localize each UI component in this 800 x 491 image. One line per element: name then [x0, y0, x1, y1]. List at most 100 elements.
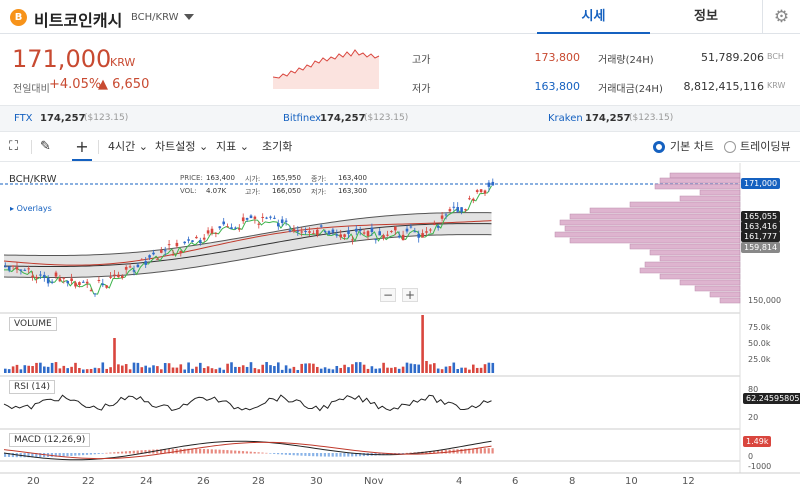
basic-chart-radio[interactable]	[653, 141, 665, 153]
volume-bar	[113, 338, 116, 373]
zoom-out-button[interactable]: −	[380, 288, 396, 302]
macd-histogram-bar	[39, 453, 42, 458]
volume-bar	[386, 367, 389, 373]
volume-bar	[187, 362, 190, 373]
macd-histogram-bar	[187, 448, 190, 454]
macd-histogram-bar	[245, 451, 248, 454]
macd-histogram-bar	[288, 453, 291, 456]
volume-bar	[4, 368, 7, 373]
candle-body	[179, 250, 183, 254]
macd-histogram-bar	[249, 451, 252, 454]
x-axis-label: Nov	[364, 476, 384, 487]
crosshair-icon[interactable]: +	[72, 132, 92, 161]
volume-bar	[296, 369, 300, 373]
tradingview-radio[interactable]	[724, 141, 736, 153]
tab-quote[interactable]: 시세	[537, 0, 650, 34]
macd-histogram-bar	[273, 453, 276, 454]
chart-settings-dropdown[interactable]: 차트설정 ⌄	[155, 140, 209, 153]
chart-canvas[interactable]	[0, 163, 800, 491]
price-chart[interactable]: BCH/KRW ▸ Overlays PRICE: 163,400 시가: 16…	[0, 163, 800, 491]
macd-histogram-bar	[292, 453, 295, 456]
macd-histogram-bar	[66, 453, 69, 457]
candle-body	[39, 274, 42, 276]
zoom-in-button[interactable]: +	[402, 288, 418, 302]
volume-bar	[433, 363, 436, 373]
volume-profile-bar	[709, 291, 741, 298]
candle-body	[214, 232, 218, 234]
candle-body	[405, 228, 409, 232]
macd-histogram-bar	[167, 449, 170, 454]
volume-bar	[43, 366, 46, 373]
volume-bar	[230, 362, 233, 373]
coin-pair[interactable]: BCH/KRW	[131, 12, 179, 23]
basic-chart-label[interactable]: 기본 차트	[670, 140, 714, 153]
rsi-line	[3, 394, 492, 412]
candle-body	[456, 207, 459, 212]
candle-body	[241, 217, 245, 222]
ohlc-vol: 4.07K	[206, 187, 227, 195]
ohlc-open-label: 시가:	[245, 175, 261, 183]
macd-histogram-bar	[491, 448, 494, 454]
candle-body	[113, 274, 116, 276]
candle-body	[152, 252, 155, 255]
macd-histogram-bar	[191, 448, 194, 454]
gear-icon[interactable]: ⚙	[762, 0, 800, 34]
fullscreen-icon[interactable]: ⛶	[9, 139, 19, 154]
candle-body	[335, 234, 339, 236]
change-label: 전일대비	[13, 84, 50, 95]
macd-histogram-bar	[319, 453, 323, 457]
candle-body	[312, 233, 315, 235]
indicators-dropdown[interactable]: 지표 ⌄	[216, 140, 249, 153]
macd-histogram-bar	[472, 448, 475, 454]
exchange-usd: ($123.15)	[629, 113, 674, 123]
volume-bar	[487, 362, 491, 373]
macd-histogram-bar	[343, 453, 346, 457]
reset-button[interactable]: 초기화	[262, 140, 293, 153]
volume-bar	[277, 362, 280, 373]
ohlc-close: 163,400	[338, 174, 367, 182]
volume-bar	[218, 367, 222, 373]
exchange-price: 174,257	[320, 113, 366, 124]
volume-bar	[109, 367, 112, 373]
coin-name[interactable]: 비트코인캐시	[34, 11, 123, 30]
low-label: 저가	[412, 84, 431, 95]
high-label: 고가	[412, 55, 431, 66]
macd-histogram-bar	[156, 449, 159, 454]
overlays-toggle[interactable]: ▸ Overlays	[10, 204, 52, 213]
volume-bar	[464, 367, 467, 373]
candle-body	[140, 259, 144, 261]
macd-histogram-bar	[280, 453, 284, 455]
macd-histogram-bar	[82, 453, 85, 456]
macd-histogram-bar	[230, 450, 233, 454]
x-axis-label: 24	[140, 476, 153, 487]
chevron-down-icon[interactable]	[184, 14, 194, 20]
volume-profile-bar	[569, 237, 741, 244]
current-price: 171,000	[12, 45, 112, 73]
volume-bar	[202, 367, 206, 373]
macd-histogram-bar	[117, 451, 120, 454]
macd-histogram-bar	[440, 450, 443, 454]
candle-body	[144, 261, 147, 265]
macd-histogram-bar	[195, 448, 198, 454]
volume-bar	[89, 368, 93, 373]
candle-body	[191, 240, 194, 242]
candle-body	[132, 270, 136, 272]
volume-value: 51,789.206	[701, 51, 764, 64]
volume-bar	[409, 363, 413, 373]
candle-body	[433, 224, 436, 226]
volume-bar	[452, 362, 456, 373]
tradingview-label[interactable]: 트레이딩뷰	[740, 140, 791, 153]
macd-histogram-bar	[183, 448, 186, 454]
candle-body	[222, 221, 225, 225]
interval-dropdown[interactable]: 4시간 ⌄	[108, 140, 148, 153]
pencil-icon[interactable]: ✎	[40, 139, 51, 154]
exchange-name: Kraken	[548, 113, 583, 124]
candle-body	[358, 229, 362, 231]
macd-histogram-bar	[468, 448, 471, 454]
candle-body	[210, 228, 214, 234]
macd-histogram-bar	[362, 453, 365, 457]
volume-bar	[58, 368, 62, 373]
tab-info[interactable]: 정보	[694, 9, 718, 24]
macd-histogram-bar	[78, 453, 81, 456]
volume-bar	[261, 364, 264, 373]
